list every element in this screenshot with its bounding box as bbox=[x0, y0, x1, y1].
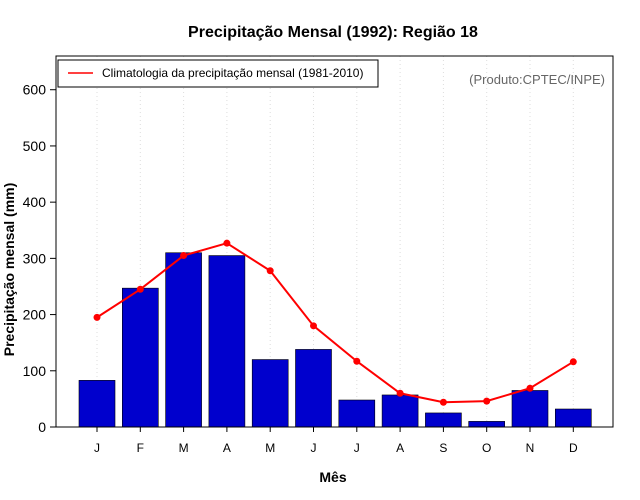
bar-j-0 bbox=[78, 380, 116, 428]
legend-box bbox=[57, 59, 379, 88]
bar-j-5 bbox=[295, 349, 332, 428]
climatology-point-2 bbox=[180, 252, 188, 260]
y-tick-label-100: 100 bbox=[23, 363, 47, 379]
y-tick-label-0: 0 bbox=[38, 419, 46, 435]
x-tick-label-1: F bbox=[137, 441, 144, 455]
climatology-point-0 bbox=[93, 313, 101, 321]
climatology-point-8 bbox=[439, 398, 447, 406]
bar-d-11 bbox=[554, 408, 592, 428]
x-tick-label-3: A bbox=[223, 441, 231, 455]
legend: Climatologia da precipitação mensal (198… bbox=[57, 59, 379, 88]
bar-a-3 bbox=[208, 255, 246, 428]
climatology-point-6 bbox=[353, 357, 361, 365]
x-tick-label-5: J bbox=[311, 441, 317, 455]
climatology-line-series bbox=[93, 239, 577, 406]
y-tick-label-300: 300 bbox=[23, 250, 47, 266]
bar-m-4 bbox=[251, 359, 289, 428]
climatology-point-9 bbox=[483, 397, 491, 405]
legend-entry-climatology: Climatologia da precipitação mensal (198… bbox=[102, 66, 363, 80]
y-axis-label: Precipitação mensal (mm) bbox=[1, 183, 17, 357]
x-tick-label-4: M bbox=[265, 441, 275, 455]
chart-title: Precipitação Mensal (1992): Região 18 bbox=[188, 24, 478, 41]
climatology-point-10 bbox=[526, 384, 534, 392]
x-tick-label-8: S bbox=[439, 441, 447, 455]
x-tick-label-9: O bbox=[482, 441, 491, 455]
bar-m-2 bbox=[165, 252, 202, 428]
bar-a-7 bbox=[381, 394, 419, 428]
x-tick-label-2: M bbox=[179, 441, 189, 455]
bar-n-10 bbox=[511, 390, 549, 428]
bar-f-1 bbox=[122, 287, 159, 428]
x-tick-label-10: N bbox=[526, 441, 535, 455]
y-tick-label-400: 400 bbox=[23, 194, 47, 210]
x-tick-label-6: J bbox=[354, 441, 360, 455]
bar-s-8 bbox=[425, 412, 462, 428]
climatology-point-7 bbox=[396, 389, 404, 397]
climatology-point-3 bbox=[223, 239, 231, 247]
product-credit-annotation: (Produto:CPTEC/INPE) bbox=[469, 72, 605, 87]
y-tick-label-600: 600 bbox=[23, 82, 47, 98]
plot-frame bbox=[55, 55, 614, 428]
x-tick-label-0: J bbox=[94, 441, 100, 455]
x-tick-label-11: D bbox=[569, 441, 578, 455]
y-tick-label-500: 500 bbox=[23, 138, 47, 154]
climatology-point-4 bbox=[266, 267, 274, 275]
y-axis: 0 100 200 300 400 500 600 bbox=[23, 82, 56, 435]
climatology-point-11 bbox=[569, 358, 577, 366]
climatology-line bbox=[96, 242, 574, 404]
x-tick-label-7: A bbox=[396, 441, 404, 455]
bar-j-6 bbox=[338, 399, 376, 428]
climatology-point-5 bbox=[310, 322, 317, 330]
bar-series bbox=[78, 252, 592, 428]
climatology-point-1 bbox=[136, 285, 144, 293]
x-axis-label: Mês bbox=[319, 469, 346, 485]
y-tick-label-200: 200 bbox=[23, 307, 47, 323]
bar-o-9 bbox=[468, 421, 506, 428]
